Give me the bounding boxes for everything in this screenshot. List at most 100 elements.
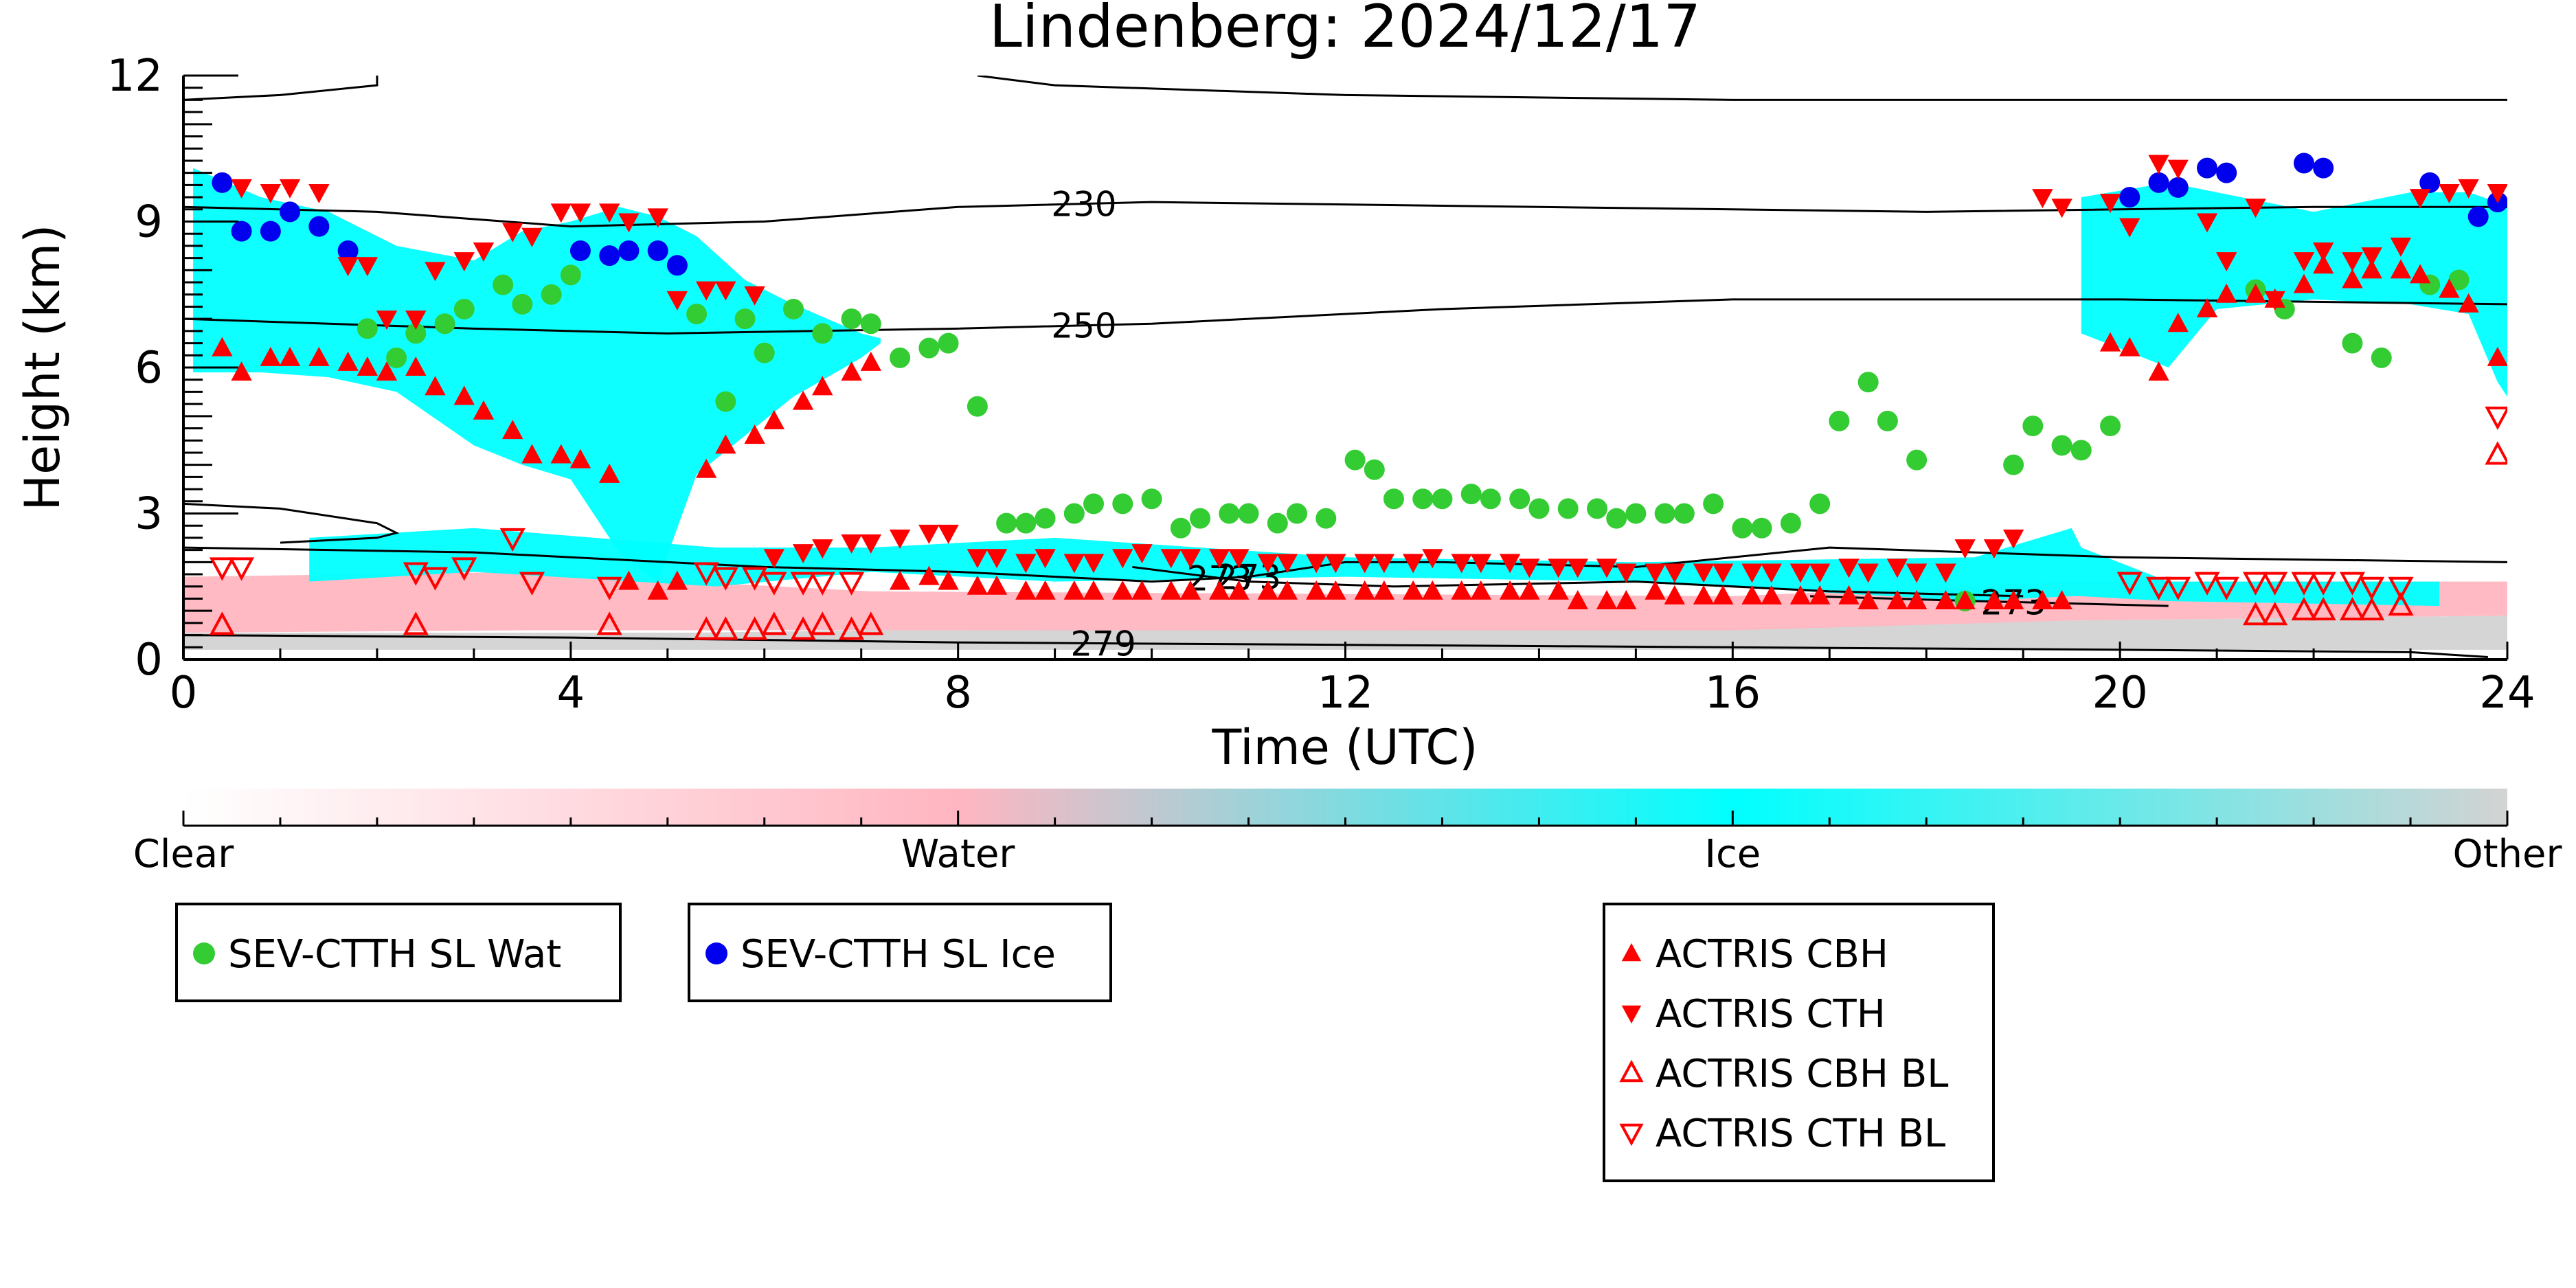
contour-label-1: 250 (1051, 306, 1116, 346)
point-actris-cth-82 (2245, 199, 2266, 218)
point-actris-cth-84 (2293, 252, 2315, 272)
point-actris-cbh-11 (473, 400, 495, 420)
point-actris-cth-61 (1713, 563, 1734, 583)
legend-label-sev-ctth-sl-wat: SEV-CTTH SL Wat (228, 932, 561, 977)
point-actris-cbh-3 (279, 346, 301, 366)
point-actris-cth-49 (1422, 549, 1443, 569)
contour-label-0: 230 (1051, 185, 1116, 225)
point-actris-cbh-87 (2342, 269, 2363, 289)
point-actris-cth-75 (2051, 199, 2072, 218)
point-actris-cth-29 (938, 524, 959, 544)
point-actris-cth-90 (2439, 184, 2460, 203)
point-actris-cth-81 (2216, 252, 2237, 272)
point-sev-ctth-sl-wat-4 (453, 299, 475, 319)
point-actris-cbh-85 (2293, 273, 2315, 293)
point-sev-ctth-sl-wat-28 (1170, 517, 1191, 539)
point-sev-ctth-sl-wat-25 (1083, 493, 1105, 515)
point-sev-ctth-sl-wat-45 (1586, 498, 1607, 519)
point-actris-cth-bl-11 (761, 572, 787, 596)
point-actris-cth-73 (2002, 529, 2024, 549)
point-sev-ctth-sl-wat-60 (2003, 454, 2024, 475)
point-sev-ctth-sl-wat-13 (783, 299, 804, 319)
series-actris-cbh-bl (209, 441, 2507, 640)
x-axis-label: Time (UTC) (1212, 719, 1478, 776)
point-actris-cth-38 (1160, 549, 1182, 569)
point-actris-cth-bl-13 (809, 572, 835, 596)
point-sev-ctth-sl-ice-2 (260, 221, 281, 242)
axes: 0 4 8 12 16 20 24 0 3 6 9 12 (107, 51, 2535, 719)
point-sev-ctth-sl-wat-1 (386, 347, 407, 368)
point-actris-cth-bl-18 (2194, 572, 2220, 596)
point-actris-cbh-bl-0 (209, 611, 235, 635)
point-actris-cbh-44 (1276, 580, 1298, 600)
point-sev-ctth-sl-wat-34 (1315, 508, 1337, 529)
point-actris-cth-60 (1693, 563, 1715, 583)
point-actris-cbh-51 (1451, 580, 1472, 600)
point-sev-ctth-sl-ice-3 (280, 201, 301, 223)
point-sev-ctth-sl-wat-6 (512, 293, 533, 315)
region-ice-4 (2081, 182, 2507, 397)
point-sev-ctth-sl-ice-8 (618, 240, 640, 261)
contour-line-6 (183, 76, 379, 101)
point-actris-cbh-bl-6 (761, 611, 787, 635)
point-actris-cbh-28 (889, 570, 911, 590)
point-sev-ctth-sl-wat-68 (2371, 347, 2392, 368)
legend-frame-2 (1603, 903, 1995, 1182)
point-actris-cth-3 (308, 184, 330, 203)
legend-marker-actris-cth-bl (1619, 1123, 1644, 1146)
point-actris-cth-89 (2409, 189, 2431, 209)
point-actris-cth-45 (1325, 554, 1346, 574)
region-ice-3 (309, 528, 2440, 607)
point-actris-cth-bl-4 (451, 557, 477, 581)
point-actris-cth-22 (763, 549, 785, 569)
point-sev-ctth-sl-ice-16 (2293, 152, 2314, 174)
contour-line-0 (183, 201, 2507, 228)
colorbar-ticks (182, 811, 2509, 827)
point-actris-cth-46 (1354, 554, 1375, 574)
point-actris-cth-bl-17 (2165, 576, 2191, 600)
point-actris-cbh-4 (308, 346, 330, 366)
point-actris-cbh-58 (1616, 590, 1637, 609)
point-actris-cth-57 (1616, 563, 1637, 583)
point-actris-cbh-93 (2487, 346, 2507, 366)
point-actris-cbh-37 (1112, 580, 1133, 600)
point-actris-cth-47 (1373, 554, 1395, 574)
legend-2: ACTRIS CBH ACTRIS CTH ACTRIS CBH BL ACTRIS … (1603, 903, 1995, 1182)
point-sev-ctth-sl-wat-26 (1112, 493, 1133, 515)
point-actris-cth-10 (473, 242, 495, 262)
point-actris-cbh-71 (1935, 590, 1956, 609)
point-actris-cbh-41 (1209, 580, 1230, 600)
point-actris-cbh-35 (1063, 580, 1085, 600)
point-actris-cth-85 (2312, 242, 2334, 262)
legend-label-actris-cbh-bl: ACTRIS CBH BL (1656, 1052, 1948, 1096)
point-sev-ctth-sl-wat-62 (2051, 435, 2072, 456)
legend-marker-sev-ctth-sl-ice (705, 942, 727, 964)
series-sev-ctth-sl-ice (212, 152, 2507, 276)
point-sev-ctth-sl-wat-67 (2342, 332, 2363, 354)
point-actris-cbh-bl-15 (2339, 596, 2366, 621)
legend-marker-actris-cth (1621, 1005, 1642, 1024)
point-sev-ctth-sl-wat-18 (918, 337, 940, 359)
point-actris-cbh-91 (2439, 278, 2460, 298)
point-actris-cbh-56 (1567, 590, 1588, 609)
point-actris-cth-87 (2361, 247, 2382, 267)
point-actris-cbh-23 (763, 409, 785, 429)
contour-line-7 (977, 76, 2507, 101)
point-sev-ctth-sl-wat-29 (1190, 508, 1211, 529)
legend-label-actris-cth-bl: ACTRIS CTH BL (1656, 1111, 1945, 1156)
point-actris-cth-76 (2099, 194, 2121, 214)
point-actris-cth-51 (1470, 554, 1492, 574)
point-actris-cbh-16 (599, 463, 620, 483)
x-tick-label-0: 0 (170, 668, 198, 719)
point-actris-cbh-10 (453, 385, 475, 405)
point-actris-cbh-89 (2390, 259, 2412, 279)
point-actris-cth-26 (860, 534, 882, 554)
point-actris-cbh-bl-2 (596, 611, 622, 635)
point-sev-ctth-sl-wat-61 (2022, 416, 2044, 436)
point-actris-cth-30 (967, 549, 988, 569)
point-actris-cbh-82 (2216, 283, 2237, 303)
point-sev-ctth-sl-ice-0 (212, 172, 233, 193)
point-actris-cbh-68 (1857, 590, 1879, 609)
point-actris-cbh-73 (1983, 590, 2005, 609)
point-actris-cth-bl-9 (712, 567, 738, 591)
